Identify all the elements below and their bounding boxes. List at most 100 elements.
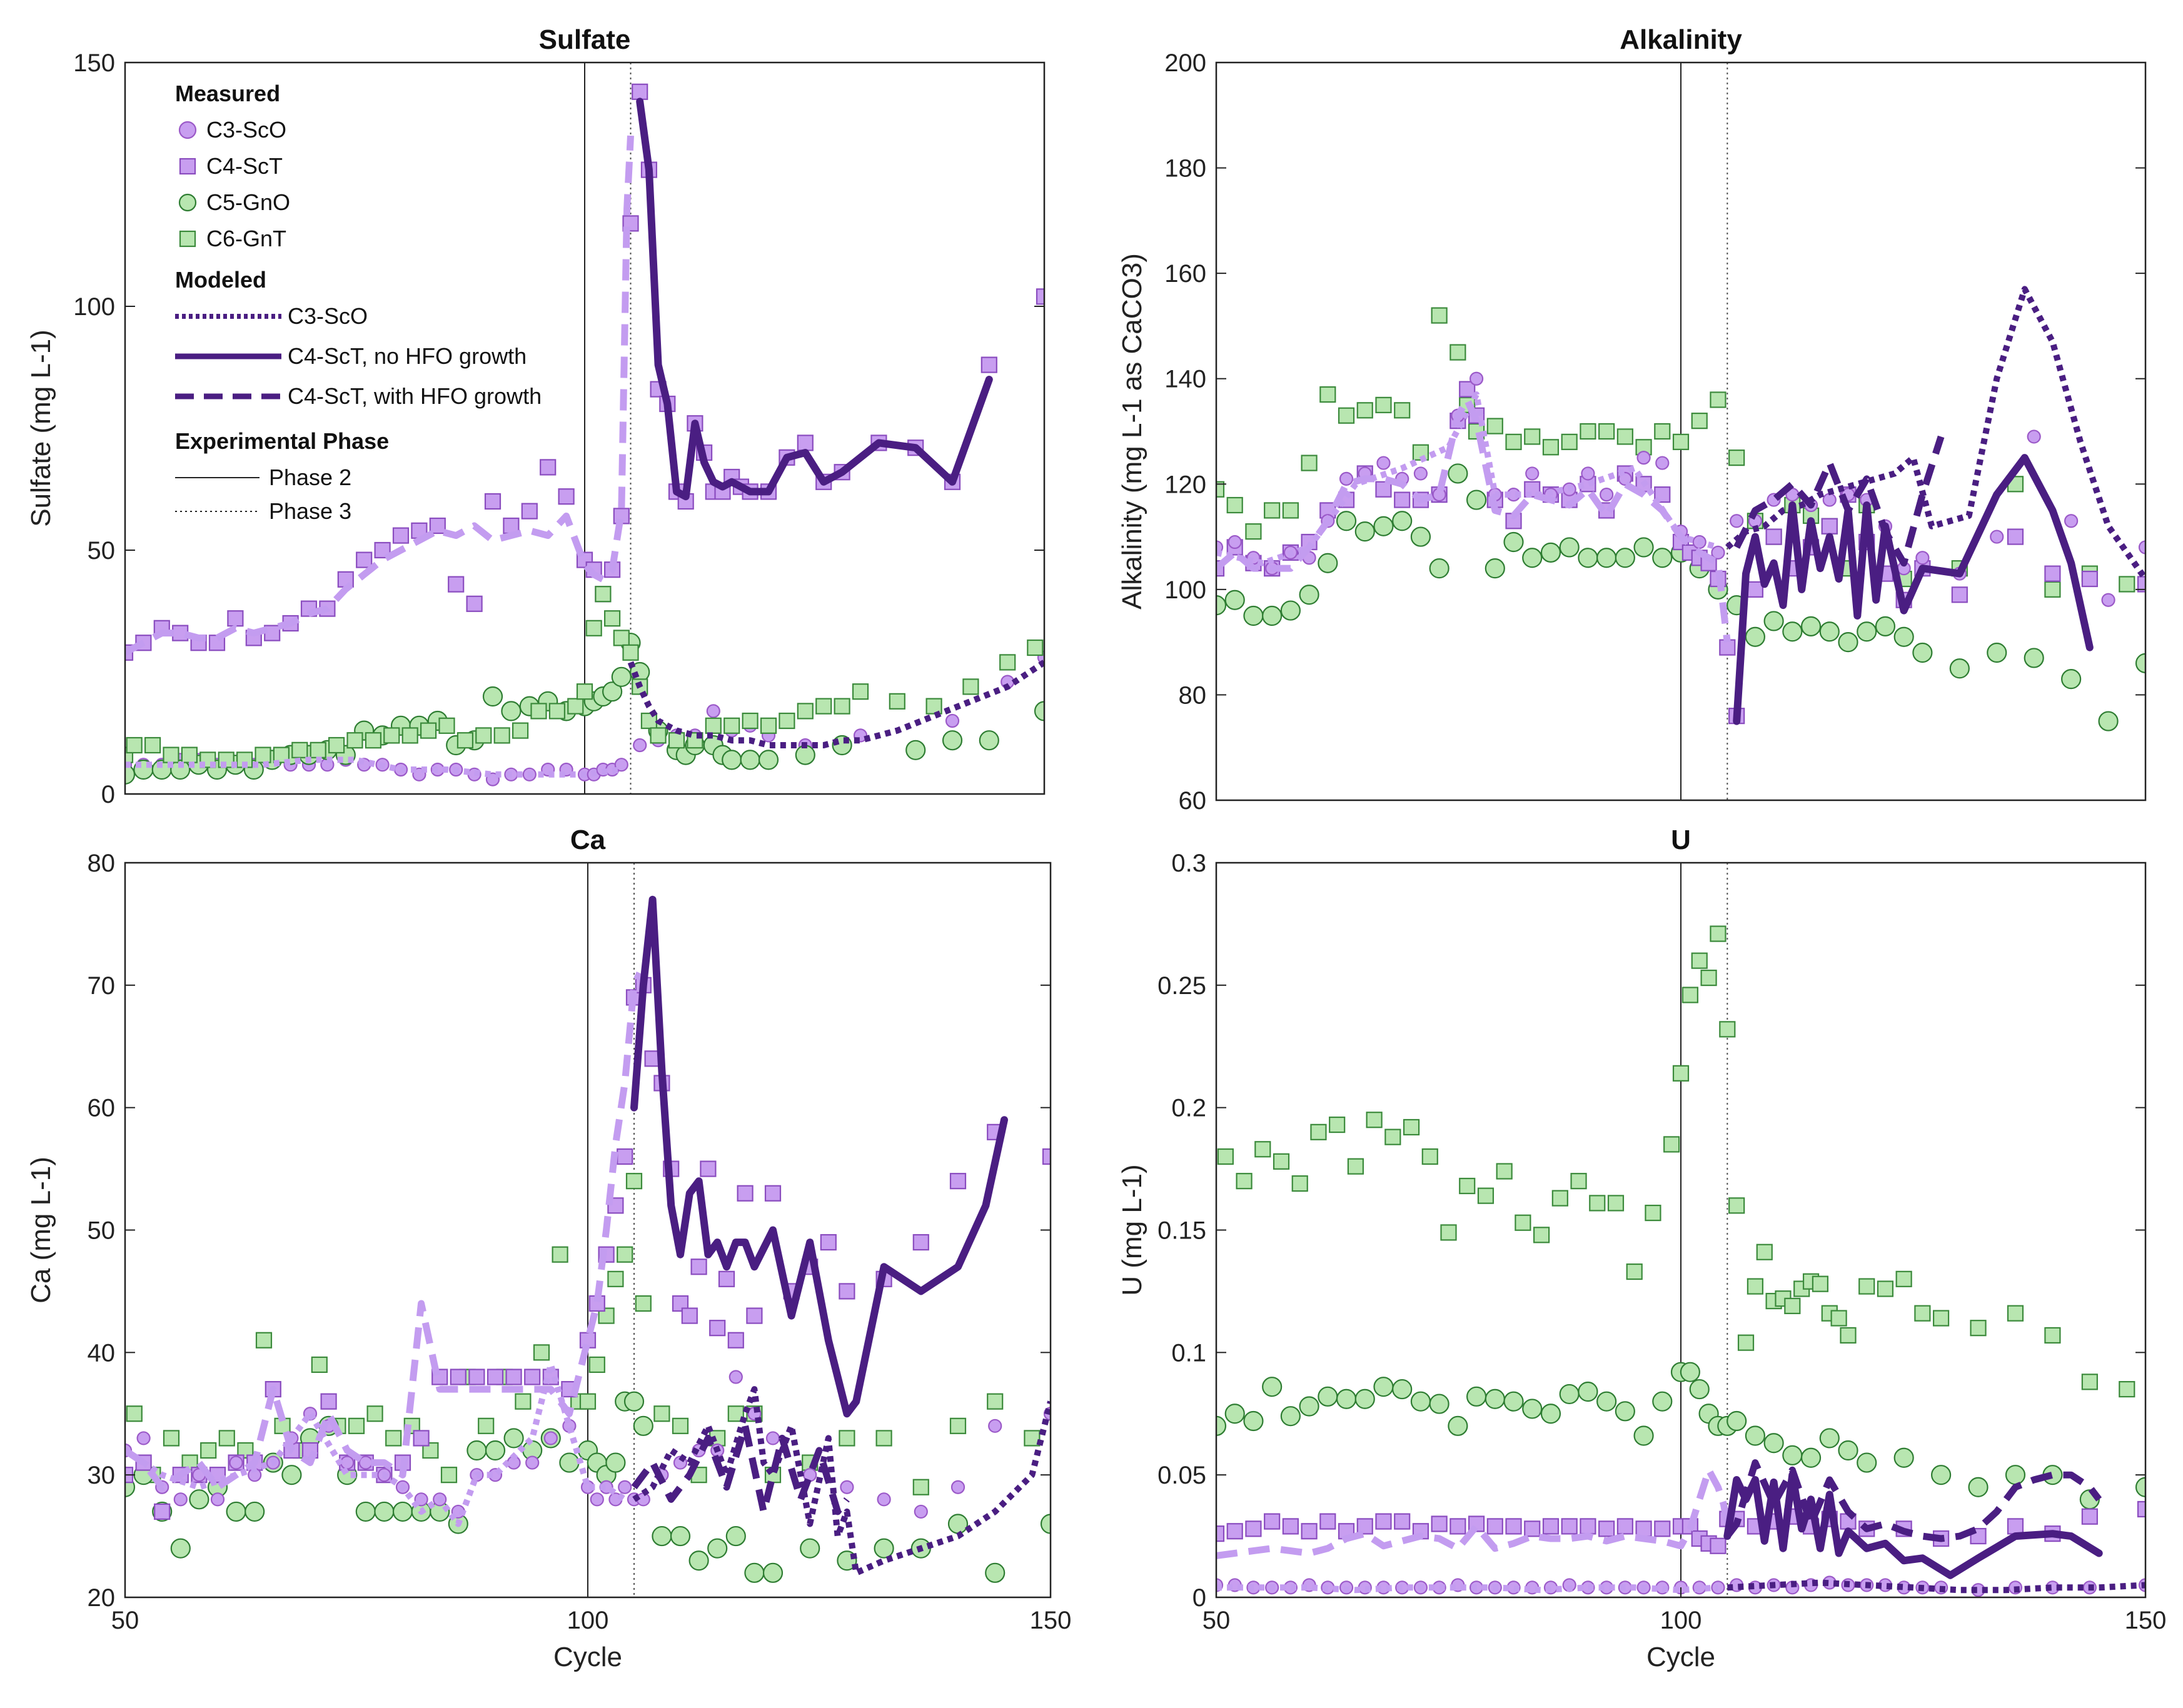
data-point <box>1449 344 1466 361</box>
data-point <box>1596 548 1617 568</box>
data-point <box>1448 1415 1468 1436</box>
data-point <box>1392 1379 1413 1400</box>
data-point <box>2044 1327 2061 1344</box>
data-point <box>2135 1477 2145 1497</box>
data-point <box>1469 371 1484 386</box>
legend-label: C4-ScT, no HFO growth <box>288 343 527 369</box>
data-point <box>1040 1514 1051 1534</box>
data-point <box>625 1173 643 1190</box>
data-point <box>245 1501 265 1522</box>
data-point <box>346 732 363 749</box>
chart-title: Sulfate <box>539 24 631 55</box>
y-tick-label: 0.3 <box>1171 850 1206 877</box>
data-point <box>1542 439 1560 456</box>
data-point <box>585 620 602 636</box>
data-point <box>1299 585 1319 605</box>
data-point <box>1710 925 1727 942</box>
data-point <box>1466 490 1487 510</box>
data-point <box>466 1440 487 1461</box>
data-point <box>567 698 584 715</box>
data-point <box>533 1344 550 1361</box>
legend-measured-title: Measured <box>175 81 280 106</box>
data-point <box>1830 1310 1847 1327</box>
data-point <box>605 1452 626 1473</box>
data-area <box>125 83 1044 786</box>
data-point <box>1496 1163 1513 1180</box>
data-point <box>1633 537 1654 558</box>
data-point <box>2064 514 2079 528</box>
data-point <box>1224 590 1245 610</box>
data-point <box>950 1480 965 1494</box>
data-point <box>558 488 575 505</box>
data-point <box>2081 1508 2098 1525</box>
data-point <box>1477 1187 1495 1204</box>
data-point <box>200 1442 217 1459</box>
data-point <box>668 732 685 749</box>
y-tick-label: 140 <box>1164 366 1206 393</box>
data-point <box>1654 423 1671 440</box>
legend: Measured C3-ScO C4-ScT C5-GnO C6-GnT Modeled C… <box>175 81 542 524</box>
data-point <box>603 610 621 627</box>
data-point <box>1580 1518 1596 1535</box>
data-point <box>401 727 418 744</box>
model-line-solid <box>636 98 993 501</box>
data-point <box>1877 1280 1894 1297</box>
data-point <box>1485 1389 1505 1409</box>
data-point <box>1540 1404 1561 1424</box>
series-c3-sco <box>1216 371 2145 607</box>
y-tick-label: 0 <box>101 781 115 808</box>
data-point <box>1338 407 1355 424</box>
data-point <box>949 1173 967 1190</box>
data-point <box>947 1514 969 1534</box>
data-point <box>979 730 999 751</box>
data-point <box>1782 621 1803 642</box>
data-point <box>2098 711 2119 731</box>
data-point <box>1280 600 1301 621</box>
model-line-dashed <box>631 1422 850 1515</box>
y-tick-label: 120 <box>1164 471 1206 498</box>
data-point <box>737 1185 754 1202</box>
series-c6-gnt <box>1217 925 2135 1398</box>
data-point <box>356 551 373 568</box>
y-axis-label: Alkalinity (mg L-1 as CaCO3) <box>1117 253 1147 610</box>
data-point <box>1384 1128 1401 1145</box>
data-point <box>485 1440 506 1461</box>
data-point <box>1301 1523 1318 1540</box>
data-point <box>1515 1214 1531 1231</box>
data-point <box>448 576 465 593</box>
data-point <box>765 1431 780 1445</box>
data-point <box>2081 570 2098 588</box>
data-point <box>914 1504 928 1519</box>
data-point <box>1236 1173 1253 1190</box>
legend-marker <box>178 121 197 139</box>
data-point <box>1339 471 1354 486</box>
data-point <box>484 493 502 510</box>
data-point <box>281 1465 302 1485</box>
y-tick-label: 0.15 <box>1157 1217 1206 1245</box>
data-point <box>466 595 483 612</box>
legend-label: Phase 3 <box>269 498 351 524</box>
data-point <box>1636 451 1651 465</box>
data-point <box>874 1538 894 1559</box>
data-point <box>1968 1477 1989 1497</box>
data-point <box>758 750 779 770</box>
data-point <box>1858 1278 1875 1295</box>
data-point <box>374 1501 395 1522</box>
data-point <box>725 1525 746 1547</box>
data-point <box>962 678 979 695</box>
y-axis-label: Ca (mg L-1) <box>26 1157 56 1304</box>
data-point <box>1413 466 1428 481</box>
data-point <box>487 1369 504 1385</box>
data-point <box>413 1430 430 1447</box>
data-point <box>1652 1391 1673 1412</box>
data-point <box>1505 433 1522 450</box>
data-point <box>718 1270 735 1287</box>
y-axis-label: U (mg L-1) <box>1117 1164 1147 1295</box>
model-line-dashed <box>1724 1459 2102 1542</box>
data-point <box>1633 1425 1654 1446</box>
data-point <box>1782 1445 1803 1465</box>
data-point <box>1635 439 1652 456</box>
data-point <box>762 1562 784 1583</box>
legend-label: C3-ScO <box>288 303 368 329</box>
data-point <box>1299 1396 1319 1417</box>
